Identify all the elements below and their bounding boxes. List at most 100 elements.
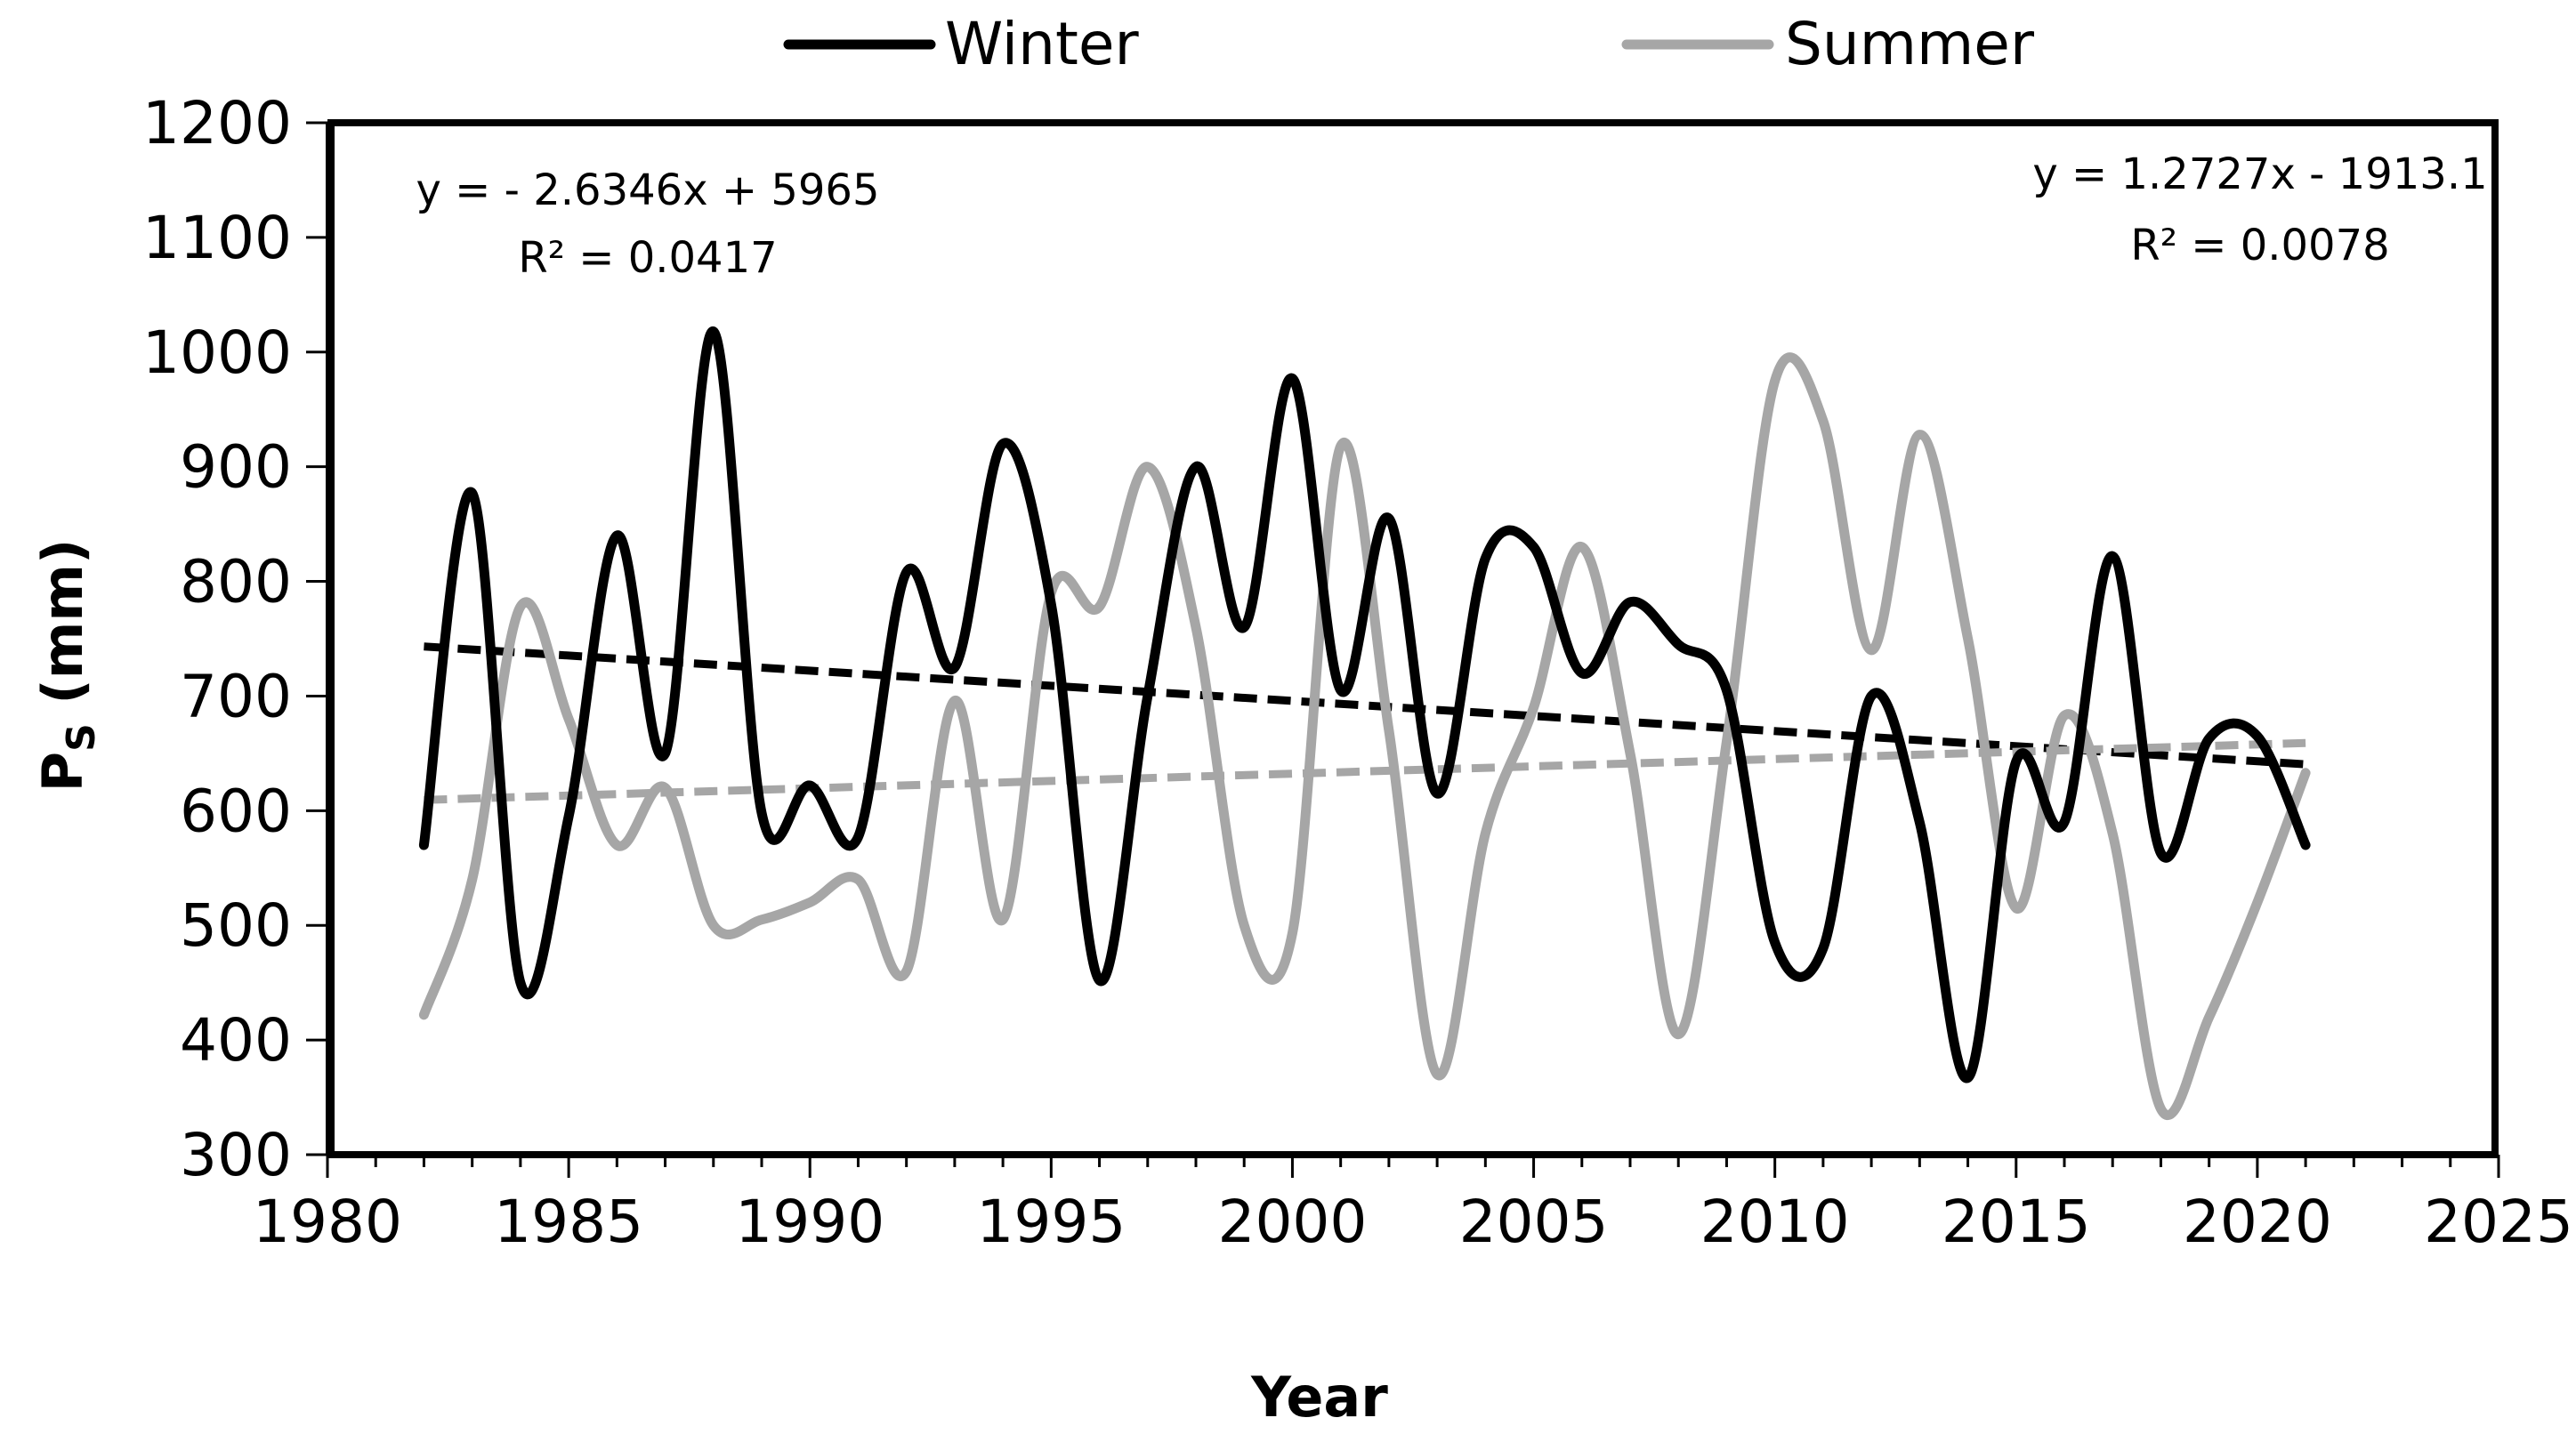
data-point-winter-1993 — [952, 665, 957, 670]
data-point-winter-2015 — [2014, 759, 2019, 764]
data-point-summer-2007 — [1627, 751, 1633, 756]
data-point-winter-2003 — [1434, 791, 1440, 796]
data-point-summer-1985 — [566, 716, 571, 721]
data-point-winter-1998 — [1193, 464, 1199, 470]
data-point-summer-2017 — [2110, 831, 2115, 836]
data-point-winter-2013 — [1917, 819, 1922, 825]
x-tick-label-2020: 2020 — [2183, 1188, 2332, 1256]
trendline-winter — [424, 642, 2306, 769]
data-point-summer-1997 — [1145, 464, 1151, 470]
data-point-summer-1987 — [663, 785, 668, 791]
data-point-summer-1994 — [1000, 917, 1005, 922]
x-tick-label-1995: 1995 — [976, 1188, 1126, 1256]
data-point-summer-1989 — [759, 917, 764, 922]
x-tick-label-2015: 2015 — [1942, 1188, 2091, 1256]
data-point-summer-2002 — [1386, 728, 1392, 733]
data-point-summer-2008 — [1676, 1032, 1681, 1037]
data-point-winter-2009 — [1724, 688, 1729, 693]
data-point-winter-2008 — [1676, 641, 1681, 647]
y-axis-title-subscript: S — [59, 723, 104, 752]
data-point-summer-2010 — [1773, 378, 1778, 383]
data-point-summer-2018 — [2158, 1106, 2163, 1111]
x-axis: 1980 1985 1990 1995 2000 2005 2010 2015 2020 2025 — [253, 1153, 2573, 1256]
x-tick-label-1980: 1980 — [253, 1188, 402, 1256]
data-point-summer-1988 — [711, 922, 716, 928]
data-point-summer-2003 — [1434, 1072, 1440, 1077]
data-point-summer-1990 — [807, 899, 812, 905]
x-tick-label-1985: 1985 — [494, 1188, 643, 1256]
data-point-winter-1984 — [518, 980, 523, 986]
x-tick-label-2005: 2005 — [1459, 1188, 1609, 1256]
x-tick-label-2025: 2025 — [2424, 1188, 2573, 1256]
y-axis-title-unit: (mm) — [30, 539, 95, 723]
trendline-summer — [424, 738, 2306, 804]
data-point-summer-2016 — [2062, 713, 2067, 718]
data-point-summer-2014 — [1966, 636, 1971, 641]
data-point-winter-1989 — [759, 810, 764, 816]
y-tick-label-400: 400 — [180, 1006, 292, 1075]
data-point-summer-2005 — [1531, 705, 1537, 710]
y-axis-title: PS (mm) — [30, 539, 104, 793]
data-point-winter-1991 — [855, 834, 860, 840]
data-point-winter-1997 — [1145, 693, 1151, 698]
data-point-winter-2007 — [1627, 600, 1633, 605]
x-axis-title: Year — [1250, 1365, 1388, 1430]
data-point-winter-2017 — [2110, 553, 2115, 559]
x-tick-label-2010: 2010 — [1700, 1188, 1850, 1256]
data-point-summer-2000 — [1289, 930, 1295, 936]
y-tick-label-900: 900 — [180, 433, 292, 502]
data-point-winter-2014 — [1966, 1076, 1971, 1081]
y-tick-label-300: 300 — [180, 1121, 292, 1189]
data-point-winter-2016 — [2062, 819, 2067, 825]
data-point-winter-1986 — [614, 533, 619, 538]
data-point-winter-1996 — [1097, 978, 1102, 983]
winter-trend-r2: R² = 0.0417 — [518, 233, 777, 283]
winter-trend-equation: y = - 2.6346x + 5965 — [416, 165, 880, 215]
data-point-winter-1992 — [904, 569, 909, 575]
data-point-summer-2001 — [1338, 443, 1344, 448]
y-tick-label-800: 800 — [180, 548, 292, 616]
data-point-summer-2021 — [2303, 770, 2308, 776]
x-tick-label-1990: 1990 — [735, 1188, 884, 1256]
data-point-winter-2010 — [1773, 940, 1778, 946]
data-point-summer-1992 — [904, 969, 909, 974]
data-point-summer-1986 — [614, 842, 619, 848]
data-point-winter-1985 — [566, 814, 571, 819]
data-point-winter-2019 — [2207, 736, 2212, 741]
data-point-winter-2000 — [1289, 375, 1295, 381]
series-line-winter — [418, 326, 2311, 1084]
data-point-winter-1983 — [470, 490, 475, 495]
x-tick-label-2000: 2000 — [1217, 1188, 1367, 1256]
data-point-winter-1995 — [1048, 601, 1054, 607]
y-tick-label-1000: 1000 — [142, 318, 292, 387]
data-point-winter-2001 — [1338, 688, 1344, 693]
data-point-summer-1999 — [1241, 922, 1247, 928]
data-point-winter-2011 — [1821, 946, 1826, 951]
data-point-winter-2021 — [2303, 842, 2308, 848]
legend: Winter Summer — [783, 10, 2035, 78]
data-point-summer-2020 — [2255, 899, 2260, 905]
data-point-summer-2012 — [1869, 648, 1874, 653]
data-point-winter-1994 — [1000, 441, 1005, 447]
data-point-summer-2009 — [1724, 739, 1729, 745]
data-point-winter-2020 — [2255, 734, 2260, 739]
data-series — [418, 326, 2311, 1121]
summer-trend-r2: R² = 0.0078 — [2130, 221, 2389, 270]
data-point-winter-1982 — [421, 842, 426, 848]
data-point-winter-1990 — [807, 783, 812, 788]
legend-label-winter: Winter — [945, 10, 1139, 78]
data-point-summer-1996 — [1097, 604, 1102, 609]
y-tick-label-700: 700 — [180, 662, 292, 730]
data-point-summer-1991 — [855, 877, 860, 882]
data-point-winter-1988 — [711, 329, 716, 334]
data-point-summer-2011 — [1821, 418, 1826, 423]
data-point-summer-2004 — [1482, 831, 1488, 836]
legend-label-summer: Summer — [1785, 10, 2035, 78]
data-point-summer-2015 — [2014, 906, 2019, 911]
data-point-summer-2013 — [1917, 432, 1922, 438]
summer-trend-equation: y = 1.2727x - 1913.1 — [2032, 149, 2487, 199]
data-point-winter-2018 — [2158, 850, 2163, 856]
trendlines — [424, 642, 2306, 804]
